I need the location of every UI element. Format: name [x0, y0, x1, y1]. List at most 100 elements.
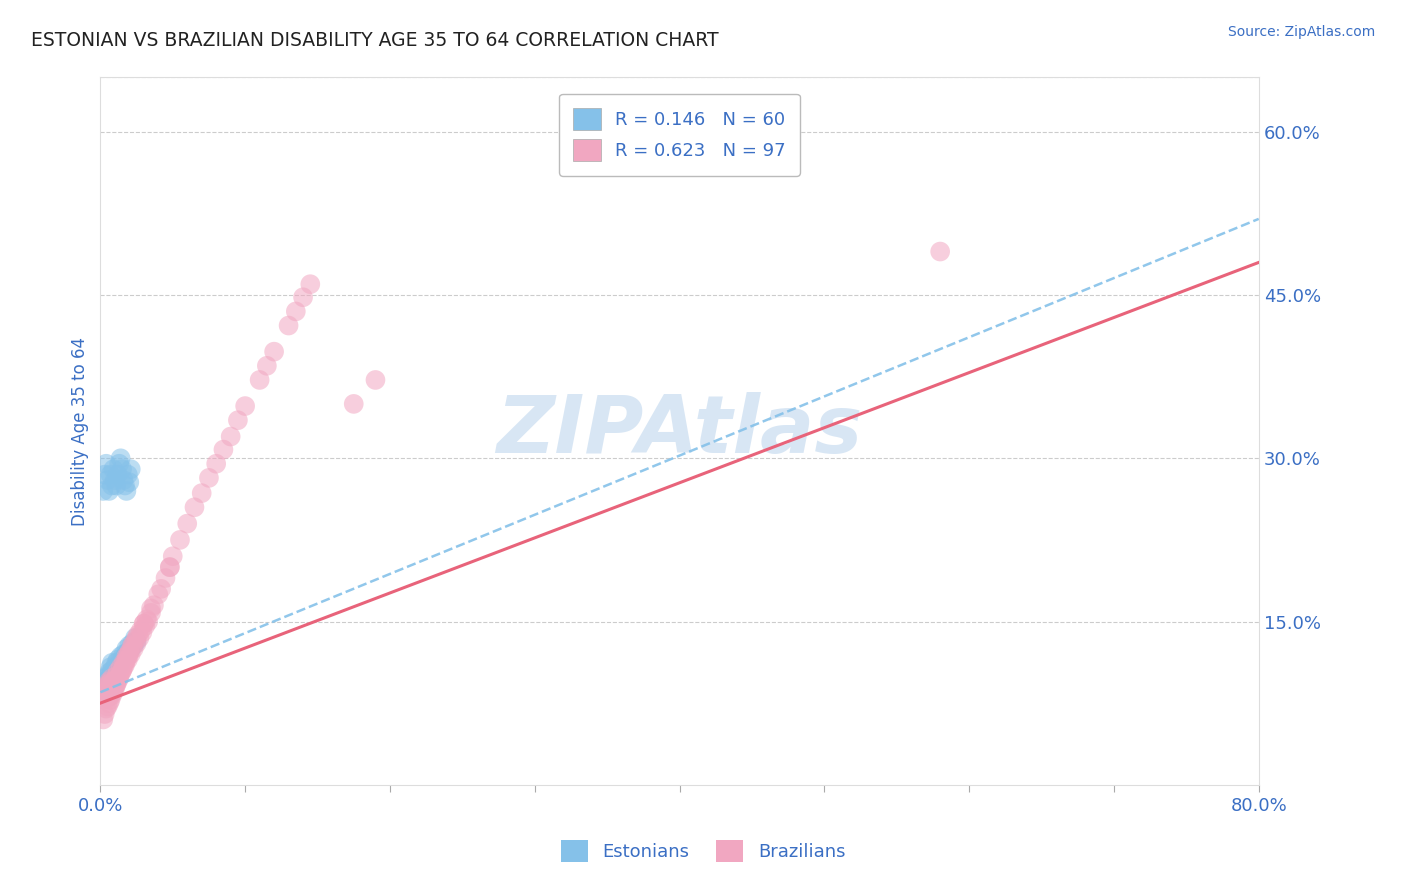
Point	[100, 689, 122, 703]
Point	[97, 699, 120, 714]
Point	[101, 676, 124, 690]
Point	[121, 640, 143, 654]
Point	[115, 652, 138, 666]
Point	[929, 244, 952, 259]
Point	[219, 429, 242, 443]
Text: ESTONIAN VS BRAZILIAN DISABILITY AGE 35 TO 64 CORRELATION CHART: ESTONIAN VS BRAZILIAN DISABILITY AGE 35 …	[31, 31, 718, 50]
Point	[94, 701, 117, 715]
Point	[98, 681, 121, 695]
Point	[97, 669, 120, 683]
Point	[98, 665, 121, 680]
Point	[100, 675, 122, 690]
Point	[107, 665, 129, 679]
Point	[105, 665, 128, 680]
Point	[117, 652, 139, 666]
Point	[212, 442, 235, 457]
Point	[100, 681, 122, 695]
Point	[110, 666, 132, 681]
Point	[91, 483, 114, 498]
Point	[101, 478, 124, 492]
Point	[103, 666, 125, 681]
Point	[103, 462, 125, 476]
Point	[107, 672, 129, 686]
Point	[97, 681, 120, 696]
Point	[364, 373, 387, 387]
Point	[117, 645, 139, 659]
Point	[105, 678, 128, 692]
Point	[104, 660, 127, 674]
Point	[169, 533, 191, 547]
Point	[93, 681, 115, 696]
Point	[122, 639, 145, 653]
Point	[299, 277, 322, 292]
Point	[115, 483, 138, 498]
Point	[292, 290, 315, 304]
Point	[103, 674, 125, 689]
Point	[100, 669, 122, 683]
Point	[198, 471, 221, 485]
Point	[108, 671, 131, 685]
Point	[117, 467, 139, 482]
Point	[94, 671, 117, 685]
Point	[125, 636, 148, 650]
Point	[94, 688, 117, 702]
Point	[101, 678, 124, 692]
Point	[134, 619, 156, 633]
Point	[114, 656, 136, 670]
Point	[132, 616, 155, 631]
Point	[118, 646, 141, 660]
Point	[135, 612, 157, 626]
Point	[112, 656, 135, 670]
Point	[94, 678, 117, 692]
Point	[125, 631, 148, 645]
Point	[97, 690, 120, 705]
Point	[100, 660, 122, 674]
Point	[91, 713, 114, 727]
Point	[117, 649, 139, 664]
Point	[101, 664, 124, 678]
Point	[105, 478, 128, 492]
Point	[103, 674, 125, 689]
Point	[121, 636, 143, 650]
Point	[112, 473, 135, 487]
Point	[94, 457, 117, 471]
Point	[111, 462, 134, 476]
Point	[136, 615, 159, 629]
Point	[114, 649, 136, 664]
Point	[132, 616, 155, 631]
Point	[107, 661, 129, 675]
Point	[97, 684, 120, 698]
Point	[101, 671, 124, 685]
Point	[263, 344, 285, 359]
Point	[104, 681, 127, 696]
Point	[105, 669, 128, 683]
Point	[93, 674, 115, 689]
Point	[150, 582, 173, 596]
Point	[110, 649, 132, 664]
Point	[105, 656, 128, 670]
Point	[111, 652, 134, 666]
Point	[98, 678, 121, 692]
Point	[121, 639, 143, 653]
Point	[105, 676, 128, 690]
Point	[101, 656, 124, 670]
Point	[110, 660, 132, 674]
Point	[93, 680, 115, 694]
Point	[98, 674, 121, 689]
Point	[125, 634, 148, 648]
Point	[112, 660, 135, 674]
Point	[249, 373, 271, 387]
Point	[183, 500, 205, 515]
Point	[100, 681, 122, 696]
Point	[103, 685, 125, 699]
Point	[104, 473, 127, 487]
Point	[100, 467, 122, 482]
Point	[97, 473, 120, 487]
Point	[118, 475, 141, 490]
Point	[94, 680, 117, 694]
Point	[122, 641, 145, 656]
Point	[114, 478, 136, 492]
Point	[127, 627, 149, 641]
Legend: R = 0.146   N = 60, R = 0.623   N = 97: R = 0.146 N = 60, R = 0.623 N = 97	[560, 94, 800, 176]
Point	[97, 674, 120, 689]
